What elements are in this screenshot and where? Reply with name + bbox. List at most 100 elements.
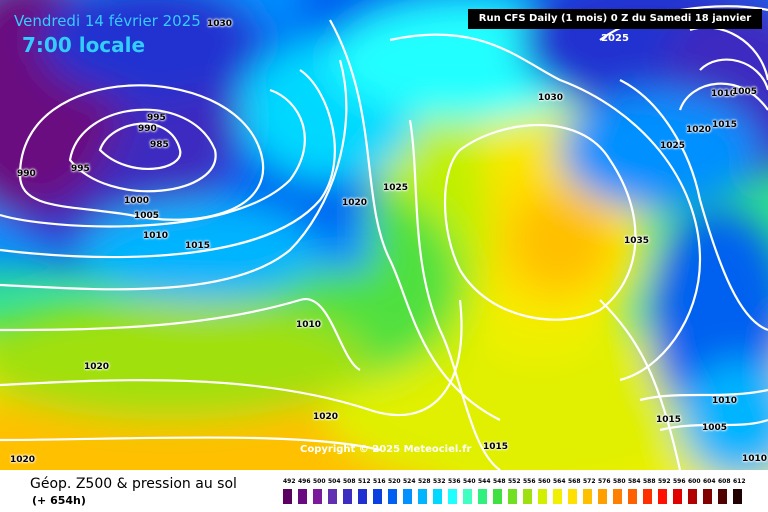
- isobar-label: 1005: [134, 211, 160, 221]
- isobar-label: 990: [17, 169, 36, 179]
- scale-swatch: [613, 489, 622, 504]
- scale-swatch: [508, 489, 517, 504]
- scale-swatch: [343, 489, 352, 504]
- isobar-label: 1010: [296, 320, 322, 330]
- scale-tick-label: 576: [598, 478, 611, 485]
- scale-swatch: [703, 489, 712, 504]
- scale-tick-label: 556: [523, 478, 536, 485]
- isobar-label: 1020: [84, 362, 110, 372]
- scale-swatch: [583, 489, 592, 504]
- scale-tick-label: 544: [478, 478, 491, 485]
- scale-tick-label: 532: [433, 478, 446, 485]
- scale-swatch: [478, 489, 487, 504]
- scale-swatch: [553, 489, 562, 504]
- scale-swatch: [328, 489, 337, 504]
- isobar-label: 1010: [143, 231, 169, 241]
- scale-tick-label: 496: [298, 478, 311, 485]
- color-scale: 492 496 500 504 508 512 516 520 524 528 532 536 540 5…: [283, 478, 751, 506]
- isobar-label: 1020: [10, 455, 36, 465]
- scale-swatch: [448, 489, 457, 504]
- scale-tick-label: 500: [313, 478, 326, 485]
- legend-title: Géop. Z500 & pression au sol: [30, 476, 237, 492]
- legend-bar: Géop. Z500 & pression au sol (+ 654h) 49…: [0, 470, 768, 512]
- scale-tick-label: 568: [568, 478, 581, 485]
- scale-tick-label: 604: [703, 478, 716, 485]
- isobar-label: 1010: [712, 396, 738, 406]
- scale-swatch: [628, 489, 637, 504]
- scale-tick-label: 536: [448, 478, 461, 485]
- scale-tick-label: 600: [688, 478, 701, 485]
- scale-tick-label: 572: [583, 478, 596, 485]
- scale-tick-label: 592: [658, 478, 671, 485]
- isobar-label: 1010: [711, 89, 737, 99]
- scale-swatch: [733, 489, 742, 504]
- scale-tick-label: 528: [418, 478, 431, 485]
- scale-swatch: [598, 489, 607, 504]
- scale-tick-label: 504: [328, 478, 341, 485]
- scale-swatch: [538, 489, 547, 504]
- scale-tick-label: 516: [373, 478, 386, 485]
- scale-tick-label: 612: [733, 478, 746, 485]
- isobar-label: 1030: [538, 93, 564, 103]
- isobar-label: 995: [147, 113, 166, 123]
- forecast-time: 7:00 locale: [22, 33, 146, 57]
- isobar-label: 1015: [712, 120, 738, 130]
- scale-tick-label: 580: [613, 478, 626, 485]
- isobar-label: 1015: [185, 241, 211, 251]
- legend-subtitle: (+ 654h): [32, 494, 86, 507]
- scale-tick-label: 588: [643, 478, 656, 485]
- scale-swatch: [388, 489, 397, 504]
- scale-swatch: [463, 489, 472, 504]
- scale-swatch: [418, 489, 427, 504]
- scale-swatch: [403, 489, 412, 504]
- scale-tick-label: 552: [508, 478, 521, 485]
- weather-map: Vendredi 14 février 2025 7:00 locale Run…: [0, 0, 768, 470]
- scale-swatch: [523, 489, 532, 504]
- copyright-notice: Copyright © 2025 Meteociel.fr: [300, 444, 472, 455]
- isobar-label: 1005: [732, 87, 758, 97]
- isobar-label: 1035: [624, 236, 650, 246]
- run-info: Run CFS Daily (1 mois) 0 Z du Samedi 18 …: [468, 9, 762, 44]
- isobar-label: 1025: [383, 183, 409, 193]
- scale-swatch: [358, 489, 367, 504]
- forecast-date: Vendredi 14 février 2025: [14, 12, 201, 30]
- geopotential-field: [0, 0, 768, 470]
- scale-swatch: [658, 489, 667, 504]
- isobar-label: 1025: [660, 141, 686, 151]
- isobar-label: 1000: [124, 196, 150, 206]
- scale-swatch: [643, 489, 652, 504]
- scale-tick-label: 492: [283, 478, 296, 485]
- scale-swatch: [673, 489, 682, 504]
- scale-tick-label: 584: [628, 478, 641, 485]
- scale-swatch: [688, 489, 697, 504]
- scale-swatch: [718, 489, 727, 504]
- scale-tick-label: 508: [343, 478, 356, 485]
- scale-tick-label: 548: [493, 478, 506, 485]
- scale-tick-label: 520: [388, 478, 401, 485]
- isobar-label: 1020: [313, 412, 339, 422]
- scale-swatch: [373, 489, 382, 504]
- scale-tick-label: 564: [553, 478, 566, 485]
- isobar-label: 1030: [207, 19, 233, 29]
- isobar-label: 1020: [686, 125, 712, 135]
- isobar-label: 1010: [742, 454, 768, 464]
- scale-tick-label: 540: [463, 478, 476, 485]
- isobar-label: 1005: [702, 423, 728, 433]
- scale-swatch: [433, 489, 442, 504]
- isobar-label: 990: [138, 124, 157, 134]
- scale-swatch: [313, 489, 322, 504]
- isobar-label: 1015: [656, 415, 682, 425]
- isobar-lines: [0, 5, 768, 470]
- scale-tick-label: 512: [358, 478, 371, 485]
- scale-tick-label: 524: [403, 478, 416, 485]
- isobar-label: 985: [150, 140, 169, 150]
- scale-swatch: [283, 489, 292, 504]
- scale-tick-label: 596: [673, 478, 686, 485]
- isobar-label: 1020: [342, 198, 368, 208]
- scale-swatch: [568, 489, 577, 504]
- scale-tick-label: 608: [718, 478, 731, 485]
- scale-swatch: [493, 489, 502, 504]
- isobar-label: 1015: [483, 442, 509, 452]
- scale-tick-label: 560: [538, 478, 551, 485]
- scale-swatch: [298, 489, 307, 504]
